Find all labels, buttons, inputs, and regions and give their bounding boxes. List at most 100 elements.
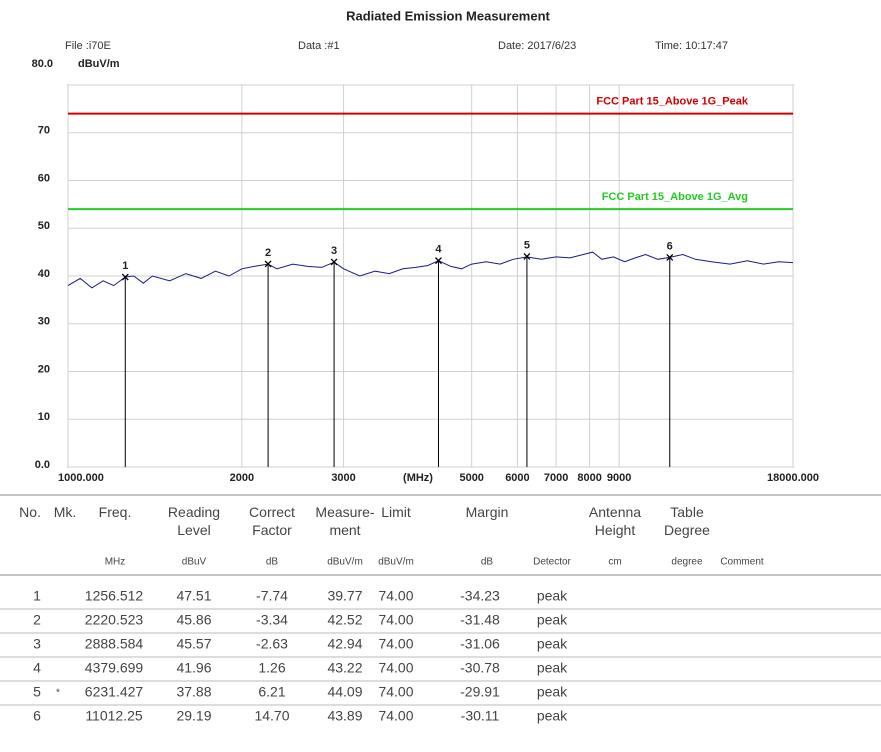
marker-label: 1 xyxy=(122,260,128,272)
x-tick-label: 1000.000 xyxy=(58,472,104,484)
x-tick-label: 6000 xyxy=(505,472,529,484)
table-cell: 47.51 xyxy=(176,588,211,604)
marker xyxy=(264,260,272,268)
y-tick-label: 50 xyxy=(38,220,50,232)
table-cell: -30.11 xyxy=(461,708,500,724)
table-cell: 74.00 xyxy=(378,612,413,628)
marker-label: 2 xyxy=(265,247,271,259)
table-cell: 43.89 xyxy=(327,708,362,724)
table-cell: 14.70 xyxy=(254,708,289,724)
column-unit: Detector xyxy=(533,557,571,568)
table-cell: -3.34 xyxy=(256,612,288,628)
table-cell: -2.63 xyxy=(256,636,288,652)
table-cell: 1.26 xyxy=(258,660,285,676)
table-cell: 74.00 xyxy=(378,660,413,676)
marker xyxy=(523,253,531,260)
column-unit: dBuV/m xyxy=(327,557,363,568)
y-tick-label: 30 xyxy=(38,316,50,328)
y-tick-label: 20 xyxy=(38,363,50,375)
table-cell: 6.21 xyxy=(258,684,285,700)
time: Time: 10:17:47 xyxy=(655,40,728,52)
marker xyxy=(666,253,674,261)
table-cell: 1 xyxy=(33,588,41,604)
table-cell: -30.78 xyxy=(460,660,500,676)
table-cell: * xyxy=(56,688,60,699)
y-tick-label: 0.0 xyxy=(35,459,50,471)
table-cell: 2888.584 xyxy=(85,636,144,652)
column-unit: dB xyxy=(266,557,279,568)
table-cell: -31.06 xyxy=(460,636,500,652)
x-axis-label: (MHz) xyxy=(403,472,433,484)
table-cell: peak xyxy=(537,708,568,724)
table-cell: 45.86 xyxy=(176,612,211,628)
column-header: Antenna Height xyxy=(589,504,641,538)
table-cell: 43.22 xyxy=(327,660,362,676)
table-cell: -31.48 xyxy=(460,612,500,628)
file: File :i70E xyxy=(65,40,111,52)
trace xyxy=(67,251,794,289)
table-cell: 44.09 xyxy=(327,684,362,700)
y-tick-label: 10 xyxy=(38,411,50,423)
table-cell: 74.00 xyxy=(378,684,413,700)
column-unit: dB xyxy=(481,557,494,568)
x-tick-label: 9000 xyxy=(607,472,631,484)
marker-label: 3 xyxy=(331,245,337,257)
column-unit: Comment xyxy=(720,557,764,568)
table-cell: 74.00 xyxy=(378,636,413,652)
table-cell: 42.52 xyxy=(327,612,362,628)
table-cell: 42.94 xyxy=(327,636,362,652)
table-cell: 4379.699 xyxy=(85,660,144,676)
x-tick-label: 5000 xyxy=(459,472,483,484)
column-header: Reading Level xyxy=(168,504,220,538)
table-cell: 2220.523 xyxy=(85,612,144,628)
column-header: Measure-ment xyxy=(315,504,374,538)
table-cell: -7.74 xyxy=(256,588,288,604)
table-cell: peak xyxy=(537,660,568,676)
table-cell: -29.91 xyxy=(460,684,500,700)
column-header: Limit xyxy=(381,504,411,520)
table-cell: 11012.25 xyxy=(85,708,143,724)
column-header: No. xyxy=(19,504,41,520)
table-cell: 2 xyxy=(33,612,41,628)
marker-label: 4 xyxy=(435,244,442,256)
table-cell: peak xyxy=(537,684,568,700)
table-cell: 4 xyxy=(33,660,41,676)
y-tick-label: 60 xyxy=(38,172,50,184)
column-unit: cm xyxy=(608,557,621,568)
x-tick-label: 3000 xyxy=(331,472,355,484)
column-header: Margin xyxy=(466,504,509,520)
x-tick-label: 7000 xyxy=(544,472,568,484)
table-cell: 5 xyxy=(33,684,41,700)
x-tick-label: 2000 xyxy=(230,472,254,484)
marker-label: 5 xyxy=(524,239,530,251)
table-cell: 74.00 xyxy=(378,588,413,604)
table-cell: 29.19 xyxy=(176,708,211,724)
column-header: Mk. xyxy=(54,504,77,520)
table-cell: 74.00 xyxy=(378,708,413,724)
x-tick-label: 8000 xyxy=(577,472,601,484)
y-tick-label: 40 xyxy=(38,268,50,280)
y-tick-label: 80.0 xyxy=(32,58,53,70)
table-cell: 6 xyxy=(33,708,41,724)
table-cell: 39.77 xyxy=(327,588,362,604)
table-cell: 45.57 xyxy=(176,636,211,652)
column-unit: dBuV/m xyxy=(378,557,414,568)
column-header: Table Degree xyxy=(664,504,710,538)
marker xyxy=(121,273,129,281)
column-header: Correct Factor xyxy=(249,504,295,538)
marker xyxy=(435,257,442,265)
column-unit: degree xyxy=(671,557,703,568)
table-cell: peak xyxy=(537,612,568,628)
table-cell: 37.88 xyxy=(176,684,211,700)
table-cell: peak xyxy=(537,636,568,652)
table-cell: peak xyxy=(537,588,568,604)
column-unit: MHz xyxy=(105,557,126,568)
x-tick-label: 18000.000 xyxy=(767,472,819,484)
column-header: Freq. xyxy=(99,504,132,520)
marker xyxy=(330,258,338,266)
y-axis-label: dBuV/m xyxy=(78,58,120,70)
data-id: Data :#1 xyxy=(298,40,340,52)
column-unit: dBuV xyxy=(182,557,207,568)
